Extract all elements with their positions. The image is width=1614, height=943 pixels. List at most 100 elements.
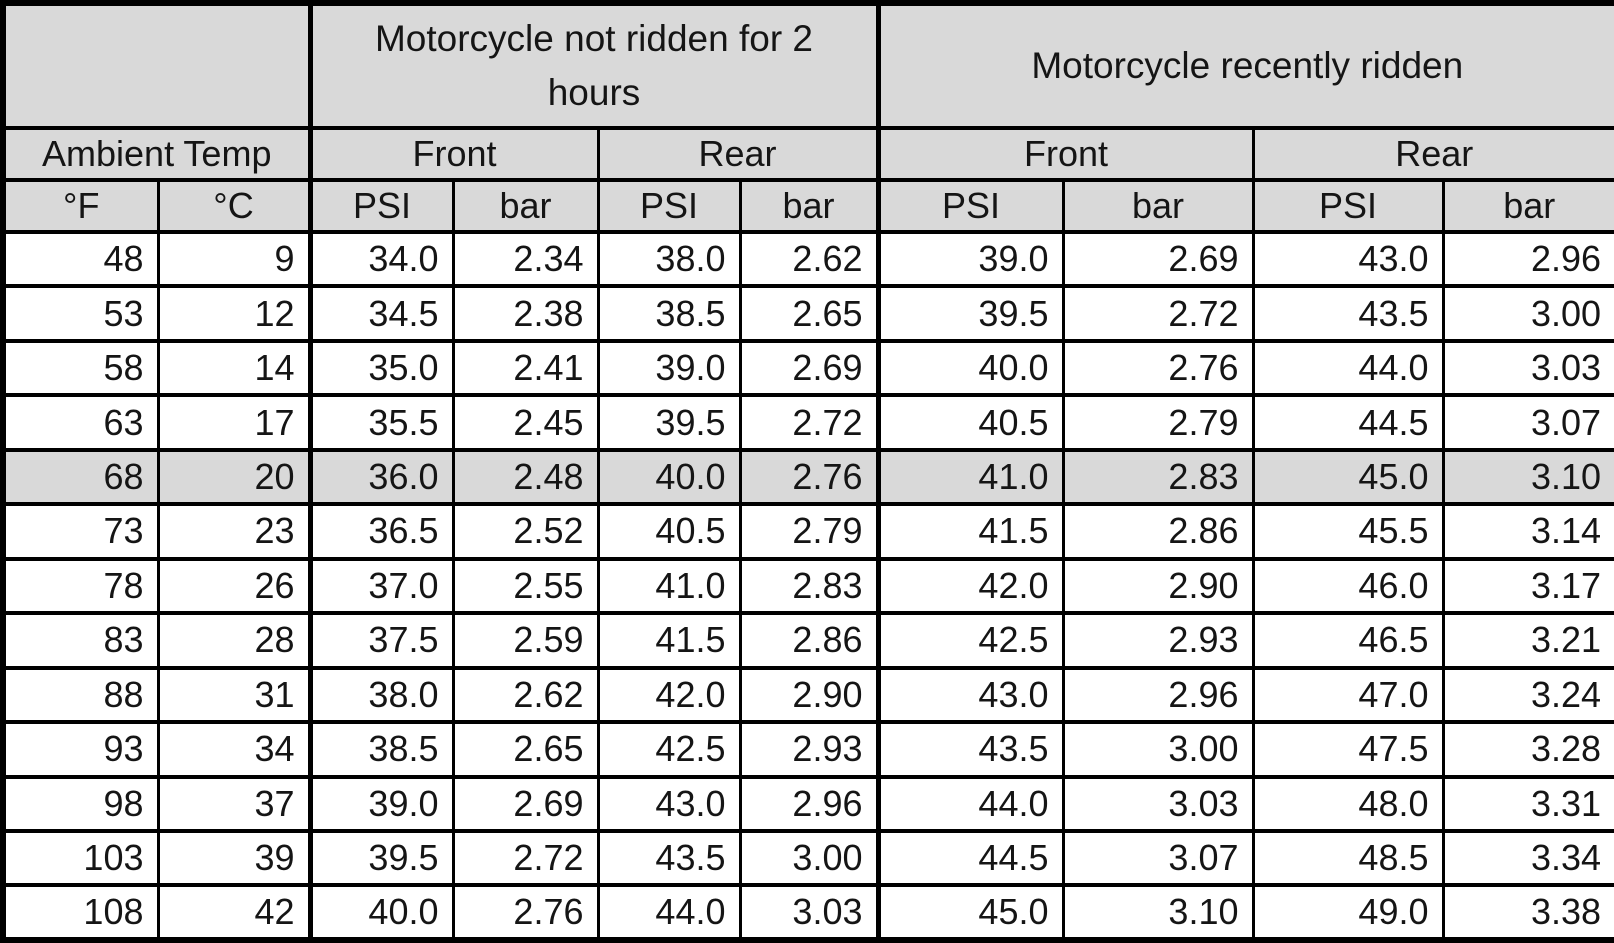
- table-cell: 2.90: [1061, 556, 1255, 616]
- table-cell: 49.0: [1251, 883, 1445, 942]
- table-cell: 2.62: [738, 229, 880, 289]
- table-cell: 3.10: [1061, 883, 1255, 942]
- group-header-ambient-temp: Ambient Temp: [1, 126, 312, 182]
- table-cell: 40.0: [307, 883, 455, 942]
- table-cell: 2.65: [738, 284, 880, 343]
- table-cell: 42.5: [875, 611, 1065, 670]
- table-cell: 39: [156, 828, 312, 888]
- table-cell: 39.5: [596, 393, 742, 452]
- table-cell: 98: [1, 774, 160, 834]
- table-row: 53 12 34.5 2.38 38.5 2.65 39.5 2.72 43.5 3.00: [1, 284, 1614, 343]
- table-cell: 3.03: [738, 883, 880, 942]
- table-cell: 2.96: [738, 774, 880, 834]
- table-cell: 42.0: [596, 665, 742, 725]
- table-cell: 48: [1, 229, 160, 289]
- table-cell: 39.5: [307, 828, 455, 888]
- section-header-not-ridden: Motorcycle not ridden for 2 hours: [307, 1, 880, 130]
- table-cell: 73: [1, 502, 160, 561]
- table-cell: 3.24: [1441, 665, 1614, 725]
- table-cell: 2.76: [738, 447, 880, 507]
- table-cell: 42.5: [596, 720, 742, 779]
- table-cell: 83: [1, 611, 160, 670]
- table-cell: 43.5: [875, 720, 1065, 779]
- table-cell: 37.5: [307, 611, 455, 670]
- table-cell: 46.0: [1251, 556, 1445, 616]
- table-cell: 43.0: [875, 665, 1065, 725]
- table-cell: 2.96: [1061, 665, 1255, 725]
- table-cell: 3.00: [1061, 720, 1255, 779]
- table-cell: 3.28: [1441, 720, 1614, 779]
- table-cell: 44.0: [875, 774, 1065, 834]
- table-cell: 43.0: [1251, 229, 1445, 289]
- table-cell: 2.59: [451, 611, 600, 670]
- table-cell: 3.31: [1441, 774, 1614, 834]
- table-cell: 41.5: [875, 502, 1065, 561]
- unit-header-f: °F: [1, 178, 160, 234]
- table-row: 78 26 37.0 2.55 41.0 2.83 42.0 2.90 46.0 3.17: [1, 556, 1614, 616]
- table-cell: 2.34: [451, 229, 600, 289]
- table-cell: 2.83: [1061, 447, 1255, 507]
- unit-header-bar-4: bar: [1441, 178, 1614, 234]
- table-cell: 31: [156, 665, 312, 725]
- table-cell: 12: [156, 284, 312, 343]
- unit-header-row: °F °C PSI bar PSI bar PSI bar PSI bar: [1, 178, 1614, 234]
- table-cell: 2.45: [451, 393, 600, 452]
- table-cell: 45.0: [875, 883, 1065, 942]
- table-row: 98 37 39.0 2.69 43.0 2.96 44.0 3.03 48.0 3.31: [1, 774, 1614, 834]
- group-header-row: Ambient Temp Front Rear Front Rear: [1, 126, 1614, 182]
- unit-header-psi-2: PSI: [596, 178, 742, 234]
- table-cell: 35.5: [307, 393, 455, 452]
- table-cell: 2.55: [451, 556, 600, 616]
- table-cell: 47.0: [1251, 665, 1445, 725]
- table-cell: 44.5: [1251, 393, 1445, 452]
- table-cell: 36.0: [307, 447, 455, 507]
- table-cell: 58: [1, 338, 160, 398]
- table-cell: 43.5: [1251, 284, 1445, 343]
- table-cell: 44.0: [1251, 338, 1445, 398]
- table-cell: 2.76: [1061, 338, 1255, 398]
- table-cell: 40.5: [596, 502, 742, 561]
- unit-header-c: °C: [156, 178, 312, 234]
- table-cell: 3.21: [1441, 611, 1614, 670]
- table-cell: 2.48: [451, 447, 600, 507]
- table-cell: 2.93: [738, 720, 880, 779]
- section-header-recently-ridden: Motorcycle recently ridden: [875, 1, 1614, 130]
- table-cell: 44.0: [596, 883, 742, 942]
- table-cell: 48.0: [1251, 774, 1445, 834]
- table-row: 63 17 35.5 2.45 39.5 2.72 40.5 2.79 44.5 3.07: [1, 393, 1614, 452]
- table-cell: 93: [1, 720, 160, 779]
- table-cell: 20: [156, 447, 312, 507]
- table-cell: 103: [1, 828, 160, 888]
- table-cell: 2.86: [738, 611, 880, 670]
- table-cell: 9: [156, 229, 312, 289]
- table-cell: 47.5: [1251, 720, 1445, 779]
- table-cell: 40.5: [875, 393, 1065, 452]
- table-cell: 14: [156, 338, 312, 398]
- table-cell: 40.0: [875, 338, 1065, 398]
- table-cell: 78: [1, 556, 160, 616]
- table-cell: 42.0: [875, 556, 1065, 616]
- table-cell: 3.03: [1441, 338, 1614, 398]
- table-body: 48 9 34.0 2.34 38.0 2.62 39.0 2.69 43.0 2.96 53 12 3…: [1, 229, 1614, 942]
- table-cell: 34.5: [307, 284, 455, 343]
- table-cell: 42: [156, 883, 312, 942]
- table-cell: 43.5: [596, 828, 742, 888]
- table-cell: 2.69: [451, 774, 600, 834]
- table-cell: 41.0: [875, 447, 1065, 507]
- table-cell: 44.5: [875, 828, 1065, 888]
- table-cell: 37: [156, 774, 312, 834]
- table-cell: 38.0: [307, 665, 455, 725]
- table-cell: 2.62: [451, 665, 600, 725]
- table-cell: 3.03: [1061, 774, 1255, 834]
- table-cell: 36.5: [307, 502, 455, 561]
- table-cell: 53: [1, 284, 160, 343]
- table-row: 48 9 34.0 2.34 38.0 2.62 39.0 2.69 43.0 2.96: [1, 229, 1614, 289]
- table-cell: 3.17: [1441, 556, 1614, 616]
- table-cell: 26: [156, 556, 312, 616]
- table-cell: 35.0: [307, 338, 455, 398]
- table-cell: 46.5: [1251, 611, 1445, 670]
- unit-header-psi-4: PSI: [1251, 178, 1445, 234]
- unit-header-bar-1: bar: [451, 178, 600, 234]
